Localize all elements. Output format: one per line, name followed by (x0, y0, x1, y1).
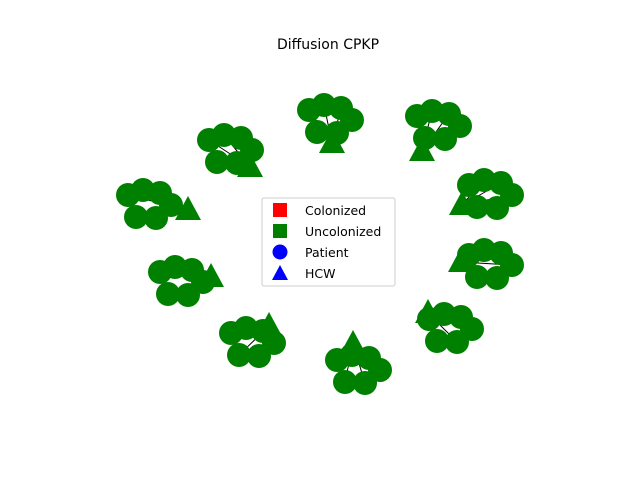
patient-node-c7-6 (227, 343, 251, 367)
network-graph (116, 93, 524, 395)
patient-node-c6-6 (333, 370, 357, 394)
legend-label-uncolonized: Uncolonized (305, 224, 381, 239)
patient-node-c5-5 (445, 330, 469, 354)
legend-marker-hcw (272, 265, 288, 280)
patient-node-c3-5 (485, 196, 509, 220)
hcw-node-c6 (340, 330, 366, 354)
hcw-node-c10 (237, 153, 263, 177)
patient-node-c9-6 (124, 205, 148, 229)
patient-node-c2-5 (433, 127, 457, 151)
patient-node-c9-5 (144, 206, 168, 230)
legend-marker-colonized (273, 203, 287, 217)
legend-marker-uncolonized (273, 224, 287, 238)
legend-marker-patient (272, 244, 288, 260)
hcw-node-c1 (319, 129, 345, 153)
hcw-node-c4 (448, 248, 474, 272)
legend-label-hcw: HCW (305, 266, 336, 281)
patient-node-c7-5 (247, 344, 271, 368)
legend-frame (261, 197, 396, 287)
patient-node-c4-5 (485, 266, 509, 290)
patient-node-c10-6 (205, 150, 229, 174)
legend: Colonized Uncolonized Patient HCW (261, 197, 396, 287)
legend-label-patient: Patient (305, 245, 349, 260)
figure-title: Diffusion CPKP (277, 37, 379, 53)
hcw-node-c7 (256, 312, 282, 336)
hcw-node-c8 (198, 263, 224, 287)
patient-node-c1-6 (305, 120, 329, 144)
hcw-node-c5 (415, 299, 441, 323)
patient-node-c6-5 (353, 371, 377, 395)
hcw-node-c3 (449, 191, 475, 215)
node-layer (116, 93, 524, 395)
patient-node-c8-5 (176, 283, 200, 307)
patient-node-c8-6 (156, 282, 180, 306)
patient-node-c5-6 (425, 329, 449, 353)
legend-label-colonized: Colonized (305, 203, 366, 218)
hcw-node-c2 (409, 137, 435, 161)
hcw-node-c9 (175, 196, 201, 220)
